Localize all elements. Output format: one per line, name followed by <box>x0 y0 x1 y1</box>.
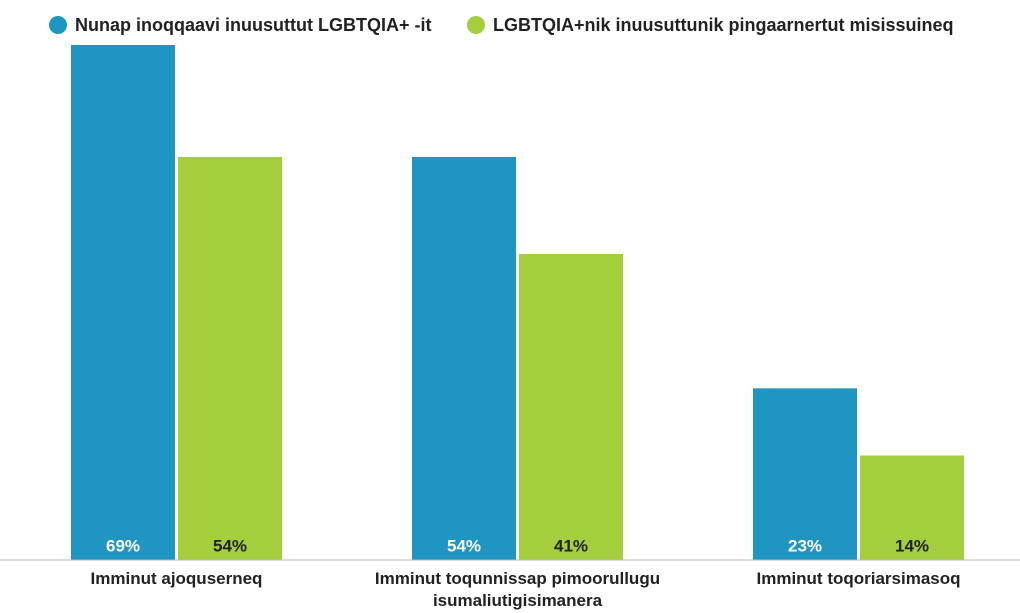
legend-marker <box>467 16 485 34</box>
legend-label: Nunap inoqqaavi inuusuttut LGBTQIA+ -it <box>75 15 431 35</box>
x-tick-label: Imminut toqunnissap pimoorullugu isumali… <box>374 569 661 610</box>
x-tick-label: Imminut toqoriarsimasoq <box>756 569 961 588</box>
value-label: 23% <box>788 536 822 555</box>
bar <box>412 156 516 560</box>
bar <box>178 156 282 560</box>
value-label: 54% <box>447 536 481 555</box>
value-label: 41% <box>554 536 588 555</box>
bar <box>860 455 964 560</box>
value-label: 69% <box>106 536 140 555</box>
bar <box>71 45 175 560</box>
value-label: 54% <box>213 536 247 555</box>
value-label: 14% <box>895 536 929 555</box>
bar <box>753 388 857 560</box>
bar <box>519 253 623 560</box>
legend-label: LGBTQIA+nik inuusuttunik pingaarnertut m… <box>493 15 954 35</box>
legend-marker <box>49 16 67 34</box>
x-tick-label: Imminut ajoquserneq <box>90 569 263 588</box>
